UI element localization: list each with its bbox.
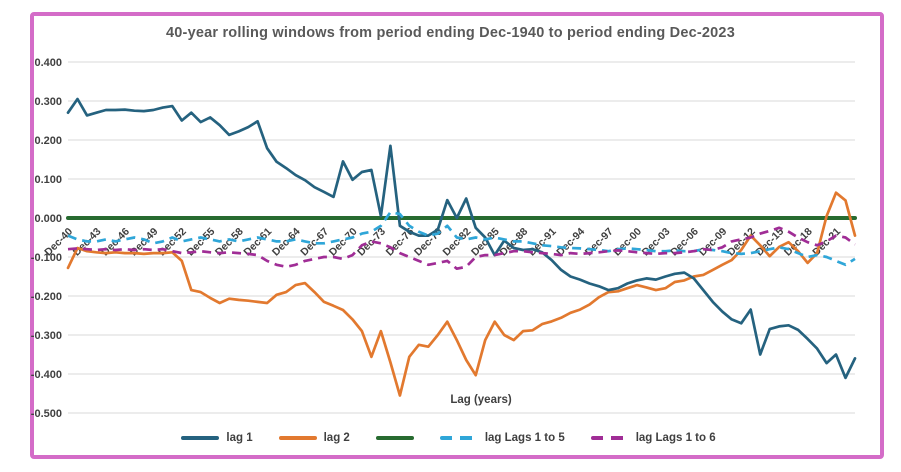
x-tick-label: Dec-09 — [697, 226, 730, 259]
legend-line-swatch — [181, 436, 220, 440]
y-tick-label: 0.200 — [34, 135, 62, 147]
legend-item-label: lag 1 — [226, 432, 253, 444]
x-tick-label: Dec-61 — [241, 226, 274, 259]
x-tick-label: Dec-79 — [412, 226, 445, 259]
x-axis-title: Lag (years) — [450, 394, 512, 406]
series-line-lag-lags-1-to-6 — [67, 226, 856, 271]
legend-line-swatch — [375, 436, 414, 440]
chart-title: 40-year rolling windows from period endi… — [166, 25, 735, 41]
x-tick-label: Dec-82 — [441, 226, 474, 259]
series-line-lag-1 — [66, 97, 857, 380]
legend-line-swatch — [278, 436, 317, 440]
y-tick-label: 0.000 — [34, 213, 62, 225]
legend-item: lag 1 — [181, 432, 253, 444]
legend-item-label: lag Lags 1 to 5 — [484, 432, 565, 444]
legend-item — [375, 436, 414, 440]
series-line-lag-2 — [66, 191, 857, 397]
y-tick-label: -0.500 — [31, 408, 62, 420]
legend-item-label: lag Lags 1 to 6 — [635, 432, 716, 444]
legend-dashed-line-swatch — [439, 436, 478, 440]
legend-item: lag 2 — [278, 432, 350, 444]
y-tick-label: -0.200 — [31, 291, 62, 303]
legend-dashed-line-swatch — [590, 436, 629, 440]
chart-frame — [30, 12, 884, 459]
y-tick-label: -0.300 — [31, 330, 62, 342]
y-tick-label: -0.400 — [31, 369, 62, 381]
y-tick-label: 0.100 — [34, 174, 62, 186]
y-tick-label: -0.100 — [31, 252, 62, 264]
x-tick-label: Dec-00 — [611, 226, 644, 259]
x-tick-label: Dec-06 — [668, 226, 701, 259]
x-tick-label: Dec-73 — [355, 226, 388, 259]
legend-item-label: lag 2 — [323, 432, 350, 444]
legend-item: lag Lags 1 to 6 — [590, 432, 716, 444]
legend-item: lag Lags 1 to 5 — [439, 432, 565, 444]
legend: lag 1 lag 2 lag Lags 1 to 5 lag Lags 1 to 6 — [34, 429, 863, 447]
y-tick-label: 0.300 — [34, 96, 62, 108]
series-line-lag-lags-1-to-5 — [67, 210, 856, 267]
y-tick-label: 0.400 — [34, 57, 62, 69]
